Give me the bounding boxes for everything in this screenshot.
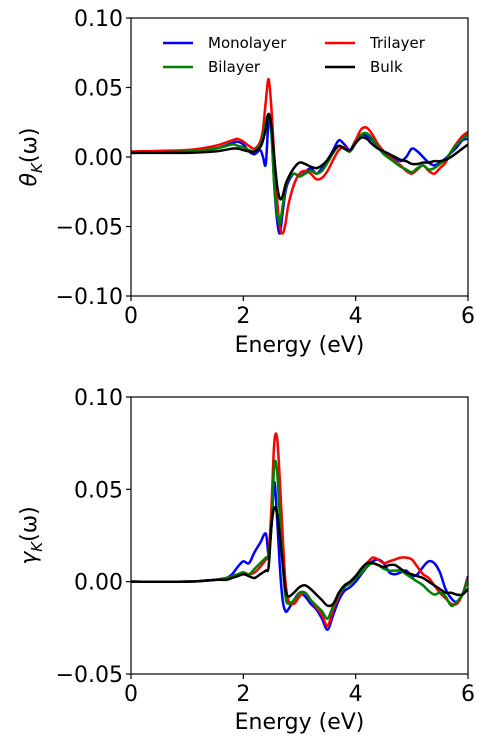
series-line-bulk: [131, 112, 468, 201]
series-line-bilayer: [131, 459, 468, 620]
y-tick-label: 0.00: [74, 146, 123, 171]
series-line-trilayer: [131, 77, 468, 235]
legend-item-bulk: Bulk: [325, 58, 403, 76]
x-tick-label: 6: [461, 682, 475, 707]
x-tick-label: 0: [124, 682, 138, 707]
y-tick-label: −0.10: [56, 285, 123, 310]
series-line-bulk: [131, 505, 468, 608]
chart-panel-2: 0 2 4 6 −0.05 0.00 0.05 0.10 Energy (eV) γK(ω): [17, 386, 475, 735]
legend-label: Bilayer: [208, 58, 261, 76]
y-axis-label: γK(ω): [17, 506, 46, 564]
legend-label: Bulk: [370, 58, 403, 76]
y-tick-label: 0.05: [74, 77, 123, 102]
series-line-monolayer: [131, 480, 468, 631]
x-tick-label: 6: [461, 304, 475, 329]
x-tick-label: 4: [349, 682, 363, 707]
legend: Monolayer Trilayer Bilayer Bulk: [163, 34, 426, 76]
series-line-trilayer: [131, 432, 468, 628]
x-axis-label: Energy (eV): [235, 710, 365, 735]
y-axis-label: θK(ω): [17, 128, 46, 187]
y-tick-label: 0.10: [74, 386, 123, 411]
legend-label: Trilayer: [369, 34, 426, 52]
x-tick-label: 2: [236, 682, 250, 707]
legend-item-monolayer: Monolayer: [163, 34, 287, 52]
plot-frame: [130, 396, 469, 675]
y-tick-label: −0.05: [56, 216, 123, 241]
series-group: [131, 77, 468, 235]
x-tick-label: 4: [349, 304, 363, 329]
plot-frame: [130, 17, 469, 297]
series-group: [131, 432, 468, 631]
y-tick-label: 0.10: [74, 7, 123, 32]
y-tick-label: −0.05: [56, 663, 123, 688]
x-tick-label: 0: [124, 304, 138, 329]
x-tick-label: 2: [236, 304, 250, 329]
chart-panel-1: 0 2 4 6 −0.10 −0.05 0.00 0.05 0.10 Energy (eV) θK(…: [17, 7, 475, 358]
y-tick-label: 0.00: [74, 571, 123, 596]
legend-item-trilayer: Trilayer: [325, 34, 426, 52]
x-axis-label: Energy (eV): [235, 333, 365, 358]
legend-item-bilayer: Bilayer: [163, 58, 261, 76]
series-line-bilayer: [131, 113, 468, 226]
legend-label: Monolayer: [208, 34, 287, 52]
y-tick-label: 0.05: [74, 478, 123, 503]
